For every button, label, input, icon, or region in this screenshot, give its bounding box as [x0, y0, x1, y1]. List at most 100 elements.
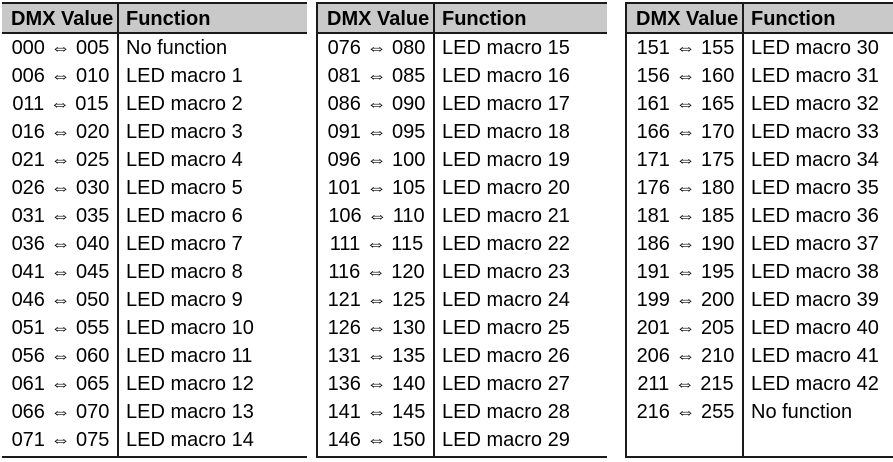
- function-cell: LED macro 14: [126, 429, 254, 451]
- table-row: 156 ⇔ 160 LED macro 31: [627, 62, 893, 90]
- function-cell: LED macro 29: [442, 429, 570, 451]
- table-row: 116 ⇔ 120 LED macro 23: [318, 258, 607, 286]
- dmx-range-cell: 011 ⇔ 015: [12, 93, 109, 115]
- table-row: 141 ⇔ 145 LED macro 28: [318, 398, 607, 426]
- table-row: 191 ⇔ 195 LED macro 38: [627, 258, 893, 286]
- table-header: DMX Value Function: [318, 4, 607, 34]
- table-row: 071 ⇔ 075 LED macro 14: [2, 426, 307, 454]
- table-row: 036 ⇔ 040 LED macro 7: [2, 230, 307, 258]
- function-cell: No function: [751, 401, 853, 423]
- table-row: 101 ⇔ 105 LED macro 20: [318, 174, 607, 202]
- table-row: 086 ⇔ 090 LED macro 17: [318, 90, 607, 118]
- table-row: 081 ⇔ 085 LED macro 16: [318, 62, 607, 90]
- table-row: 181 ⇔ 185 LED macro 36: [627, 202, 893, 230]
- table-row: 066 ⇔ 070 LED macro 13: [2, 398, 307, 426]
- function-cell: No function: [126, 37, 228, 59]
- table-row: 146 ⇔ 150 LED macro 29: [318, 426, 607, 454]
- function-cell: LED macro 9: [126, 289, 243, 311]
- table-body: 000 ⇔ 005 No function 006 ⇔ 010 LED macro 1…: [2, 34, 307, 454]
- table-row: 091 ⇔ 095 LED macro 18: [318, 118, 607, 146]
- table-row: 151 ⇔ 155 LED macro 30: [627, 34, 893, 62]
- table-row: 201 ⇔ 205 LED macro 40: [627, 314, 893, 342]
- dmx-range-cell: 046 ⇔ 050: [11, 289, 110, 311]
- dmx-range-cell: 081 ⇔ 085: [327, 65, 426, 87]
- function-cell: LED macro 17: [442, 93, 570, 115]
- table-row: 126 ⇔ 130 LED macro 25: [318, 314, 607, 342]
- table-row: 171 ⇔ 175 LED macro 34: [627, 146, 893, 174]
- dmx-range-cell: 021 ⇔ 025: [11, 149, 110, 171]
- dmx-range-cell: 056 ⇔ 060: [11, 345, 110, 367]
- dmx-range-cell: 091 ⇔ 095: [327, 121, 426, 143]
- table-row: 011 ⇔ 015 LED macro 2: [2, 90, 307, 118]
- dmx-range-cell: 166 ⇔ 170: [636, 121, 735, 143]
- dmx-range-cell: 161 ⇔ 165: [636, 93, 735, 115]
- dmx-range-cell: 171 ⇔ 175: [636, 149, 735, 171]
- function-cell: LED macro 11: [126, 345, 253, 367]
- dmx-range-cell: 201 ⇔ 205: [636, 317, 735, 339]
- dmx-table-group-1: DMX Value Function 000 ⇔ 005 No function 0…: [2, 2, 307, 458]
- table-header: DMX Value Function: [2, 4, 307, 34]
- table-row: 176 ⇔ 180 LED macro 35: [627, 174, 893, 202]
- dmx-range-cell: 006 ⇔ 010: [11, 65, 110, 87]
- function-cell: LED macro 38: [751, 261, 879, 283]
- dmx-range-cell: 136 ⇔ 140: [327, 373, 426, 395]
- function-cell: LED macro 28: [442, 401, 570, 423]
- function-cell: LED macro 8: [126, 261, 243, 283]
- dmx-range-cell: 211 ⇔ 215: [637, 373, 734, 395]
- column-header-function: Function: [126, 8, 211, 30]
- table-row: 076 ⇔ 080 LED macro 15: [318, 34, 607, 62]
- table-row: 046 ⇔ 050 LED macro 9: [2, 286, 307, 314]
- function-cell: LED macro 40: [751, 317, 879, 339]
- table-row: 136 ⇔ 140 LED macro 27: [318, 370, 607, 398]
- function-cell: LED macro 34: [751, 149, 879, 171]
- dmx-range-cell: 096 ⇔ 100: [327, 149, 426, 171]
- dmx-range-cell: 076 ⇔ 080: [327, 37, 426, 59]
- function-cell: LED macro 35: [751, 177, 879, 199]
- dmx-range-cell: 181 ⇔ 185: [636, 205, 735, 227]
- function-cell: LED macro 32: [751, 93, 879, 115]
- dmx-range-cell: 086 ⇔ 090: [327, 93, 426, 115]
- table-row: 096 ⇔ 100 LED macro 19: [318, 146, 607, 174]
- dmx-range-cell: 066 ⇔ 070: [11, 401, 110, 423]
- dmx-range-cell: 216 ⇔ 255: [636, 401, 735, 423]
- column-divider: [742, 4, 744, 456]
- dmx-range-cell: 156 ⇔ 160: [636, 65, 735, 87]
- function-cell: LED macro 4: [126, 149, 243, 171]
- table-row: 131 ⇔ 135 LED macro 26: [318, 342, 607, 370]
- function-cell: LED macro 31: [751, 65, 879, 87]
- dmx-range-cell: 146 ⇔ 150: [327, 429, 426, 451]
- function-cell: LED macro 39: [751, 289, 879, 311]
- table-row: 061 ⇔ 065 LED macro 12: [2, 370, 307, 398]
- dmx-range-cell: 016 ⇔ 020: [11, 121, 110, 143]
- function-cell: LED macro 13: [126, 401, 254, 423]
- dmx-range-cell: 026 ⇔ 030: [11, 177, 110, 199]
- column-header-dmx-value: DMX Value: [327, 8, 430, 30]
- table-row: 056 ⇔ 060 LED macro 11: [2, 342, 307, 370]
- function-cell: LED macro 10: [126, 317, 254, 339]
- function-cell: LED macro 24: [442, 289, 570, 311]
- table-row: 161 ⇔ 165 LED macro 32: [627, 90, 893, 118]
- table-row: 041 ⇔ 045 LED macro 8: [2, 258, 307, 286]
- dmx-range-cell: 106 ⇔ 110: [328, 205, 425, 227]
- dmx-range-cell: 151 ⇔ 155: [636, 37, 735, 59]
- table-row: 031 ⇔ 035 LED macro 6: [2, 202, 307, 230]
- table-row: 121 ⇔ 125 LED macro 24: [318, 286, 607, 314]
- function-cell: LED macro 2: [126, 93, 243, 115]
- dmx-range-cell: 101 ⇔ 105: [327, 177, 426, 199]
- dmx-range-cell: 199 ⇔ 200: [636, 289, 735, 311]
- function-cell: LED macro 6: [126, 205, 243, 227]
- dmx-range-cell: 141 ⇔ 145: [327, 401, 426, 423]
- table-body: 076 ⇔ 080 LED macro 15 081 ⇔ 085 LED macro …: [318, 34, 607, 454]
- dmx-range-cell: 111 ⇔ 115: [329, 233, 424, 255]
- table-row: 111 ⇔ 115 LED macro 22: [318, 230, 607, 258]
- function-cell: LED macro 16: [442, 65, 570, 87]
- function-cell: LED macro 23: [442, 261, 570, 283]
- table-row: 021 ⇔ 025 LED macro 4: [2, 146, 307, 174]
- function-cell: LED macro 41: [751, 345, 879, 367]
- dmx-range-cell: 126 ⇔ 130: [327, 317, 426, 339]
- dmx-range-cell: 116 ⇔ 120: [328, 261, 425, 283]
- column-header-dmx-value: DMX Value: [636, 8, 739, 30]
- table-row: 000 ⇔ 005 No function: [2, 34, 307, 62]
- function-cell: LED macro 25: [442, 317, 570, 339]
- function-cell: LED macro 30: [751, 37, 879, 59]
